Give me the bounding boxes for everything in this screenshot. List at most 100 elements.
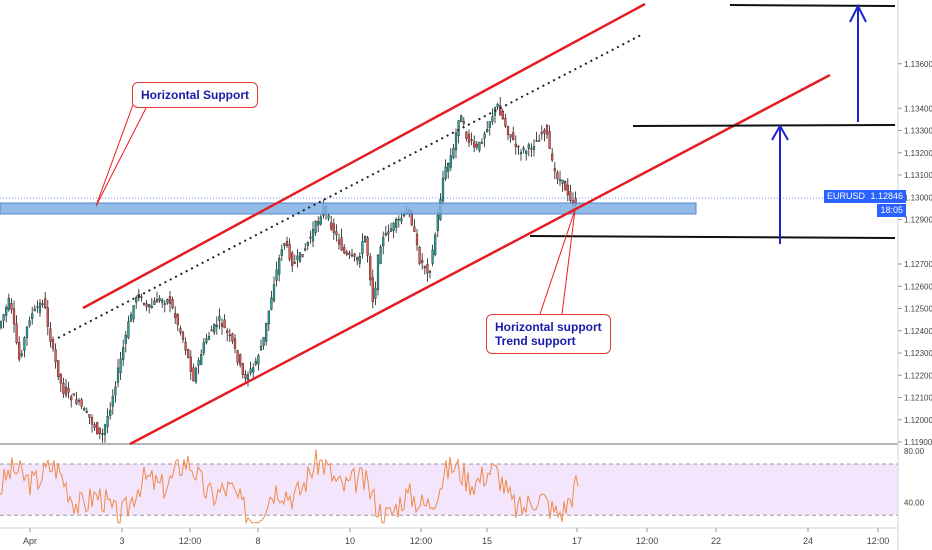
candle-body xyxy=(343,247,346,254)
candle-body xyxy=(31,313,34,319)
candle-body xyxy=(473,141,476,148)
time-tick-label: 10 xyxy=(345,536,355,546)
arrow-head-1 xyxy=(771,123,789,141)
candle-body xyxy=(314,221,317,234)
price-tick-label: 1.13300 xyxy=(904,127,932,136)
candle-body xyxy=(436,215,439,231)
candle-body xyxy=(202,342,205,354)
candle-body xyxy=(122,347,125,360)
candle-body xyxy=(483,133,486,139)
price-tick-label: 1.12100 xyxy=(904,394,932,403)
candle-body xyxy=(564,181,567,191)
arrow-head-2 xyxy=(849,3,867,23)
candle-body xyxy=(67,387,70,393)
candle-body xyxy=(366,237,369,256)
candle-body xyxy=(441,177,445,202)
channel-midline xyxy=(57,33,644,339)
candle-body xyxy=(103,424,107,435)
target-line-top xyxy=(729,4,896,7)
candle-body xyxy=(431,249,434,264)
candle-body xyxy=(501,110,504,120)
candle-body xyxy=(145,303,148,307)
candle-body xyxy=(163,303,166,305)
candle-body xyxy=(426,264,429,274)
target-line-mid xyxy=(632,124,896,127)
candle-body xyxy=(226,330,229,334)
candle-body xyxy=(150,305,153,308)
candle-body xyxy=(184,341,187,351)
candle-body xyxy=(358,255,361,264)
annotation-horizontal-support[interactable]: Horizontal Support xyxy=(132,82,258,108)
time-tick-label: 12:00 xyxy=(410,536,433,546)
candle-body xyxy=(340,237,343,251)
candle-body xyxy=(384,232,387,236)
annotation-trend-support[interactable]: Horizontal support Trend support xyxy=(486,314,611,354)
price-tick-label: 1.12600 xyxy=(904,282,932,291)
candle-body xyxy=(166,299,169,304)
candle-body xyxy=(77,400,81,402)
candle-body xyxy=(223,319,226,328)
candle-body xyxy=(33,308,36,311)
candle-body xyxy=(460,115,463,123)
candle-body xyxy=(252,367,255,373)
candle-body xyxy=(335,231,338,236)
candle-body xyxy=(400,217,403,222)
candle-body xyxy=(350,254,354,257)
candle-body xyxy=(239,354,242,365)
candle-body xyxy=(93,424,96,428)
candle-body xyxy=(181,331,185,340)
candle-body xyxy=(298,252,302,262)
candle-body xyxy=(189,356,192,372)
time-tick-label: 12:00 xyxy=(636,536,659,546)
callout-pointer-ts xyxy=(539,209,576,315)
price-tick-label: 1.13000 xyxy=(904,193,932,202)
candle-body xyxy=(452,147,455,158)
candle-body xyxy=(272,284,276,301)
time-tick-label: 15 xyxy=(482,536,492,546)
candle-body xyxy=(72,393,75,396)
candle-body xyxy=(249,368,252,374)
candle-body xyxy=(280,249,283,256)
candle-body xyxy=(304,248,307,251)
candle-body xyxy=(220,323,224,327)
candle-body xyxy=(319,216,322,225)
candle-body xyxy=(241,363,244,375)
candle-body xyxy=(499,105,502,116)
candle-body xyxy=(540,132,543,135)
candle-body xyxy=(171,299,174,309)
candle-body xyxy=(369,256,372,281)
candle-body xyxy=(519,152,523,154)
candle-body xyxy=(114,386,117,396)
candle-body xyxy=(535,140,538,142)
candle-body xyxy=(135,297,138,303)
candle-body xyxy=(148,304,151,308)
candle-body xyxy=(96,422,99,435)
candle-body xyxy=(434,234,437,256)
candle-body xyxy=(127,321,130,338)
candle-body xyxy=(70,396,73,401)
candle-body xyxy=(210,329,213,332)
candle-body xyxy=(194,368,198,383)
candle-body xyxy=(161,299,164,303)
candle-body xyxy=(25,326,29,338)
candle-body xyxy=(38,302,42,313)
annotation-text: Trend support xyxy=(495,334,576,348)
time-axis: Apr 3 12:00 8 10 12:00 15 17 12:00 22 24 12:00 xyxy=(23,528,889,546)
time-tick-label: 3 xyxy=(119,536,124,546)
time-tick-label: 12:00 xyxy=(179,536,202,546)
annotation-text: Horizontal Support xyxy=(141,88,249,102)
candle-body xyxy=(543,130,546,134)
candle-body xyxy=(275,269,278,281)
candle-body xyxy=(64,386,68,396)
candle-body xyxy=(12,308,16,325)
candle-body xyxy=(142,302,146,305)
candle-body xyxy=(228,334,231,337)
candle-body xyxy=(51,339,55,349)
candle-body xyxy=(509,134,512,138)
candle-body xyxy=(158,298,161,301)
candle-body xyxy=(517,145,520,148)
candle-body xyxy=(153,300,156,305)
rsi-line xyxy=(0,449,579,524)
candle-body xyxy=(553,168,556,172)
candle-body xyxy=(514,143,517,147)
